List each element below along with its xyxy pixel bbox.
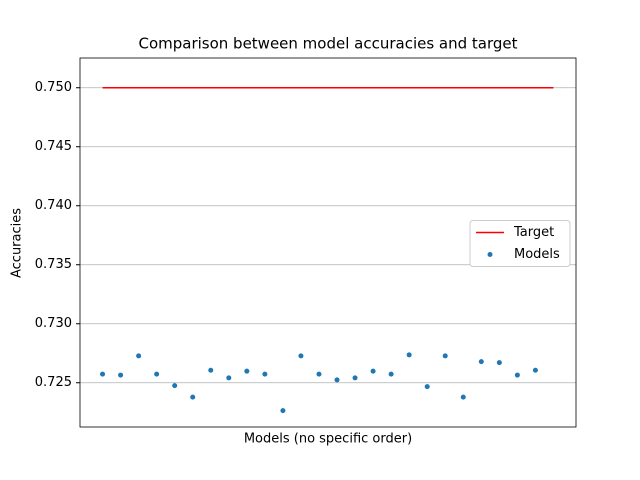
model-point bbox=[532, 367, 538, 373]
y-tick-label: 0.740 bbox=[35, 198, 72, 213]
legend-label: Models bbox=[514, 247, 560, 262]
x-axis-label: Models (no specific order) bbox=[244, 432, 412, 447]
model-point bbox=[190, 394, 196, 400]
y-axis-label: Accuracies bbox=[10, 208, 25, 278]
legend-swatch bbox=[487, 252, 493, 257]
model-point bbox=[226, 375, 232, 381]
model-point bbox=[370, 368, 376, 374]
model-point bbox=[262, 371, 268, 377]
model-point bbox=[352, 375, 358, 381]
model-point bbox=[280, 408, 286, 414]
legend-label: Target bbox=[513, 225, 554, 240]
model-point bbox=[442, 353, 448, 359]
model-point bbox=[460, 394, 466, 400]
chart-title: Comparison between model accuracies and … bbox=[138, 35, 517, 53]
y-tick-label: 0.725 bbox=[35, 375, 72, 390]
model-point bbox=[316, 371, 322, 377]
y-tick-label: 0.730 bbox=[35, 316, 72, 331]
model-point bbox=[118, 372, 124, 378]
model-point bbox=[154, 371, 160, 377]
y-tick-label: 0.750 bbox=[35, 80, 72, 95]
model-point bbox=[496, 360, 502, 366]
model-point bbox=[100, 371, 106, 377]
y-tick-label: 0.745 bbox=[35, 139, 72, 154]
model-point bbox=[172, 383, 178, 389]
model-point bbox=[388, 371, 394, 377]
model-point bbox=[478, 359, 484, 365]
y-tick-label: 0.735 bbox=[35, 257, 72, 272]
model-point bbox=[208, 367, 214, 373]
model-point bbox=[334, 377, 340, 383]
model-point bbox=[244, 368, 250, 374]
model-point bbox=[136, 353, 142, 359]
model-point bbox=[424, 384, 430, 390]
model-point bbox=[514, 372, 520, 378]
model-point bbox=[406, 352, 412, 358]
plot-frame bbox=[79, 57, 577, 428]
model-point bbox=[298, 353, 304, 359]
